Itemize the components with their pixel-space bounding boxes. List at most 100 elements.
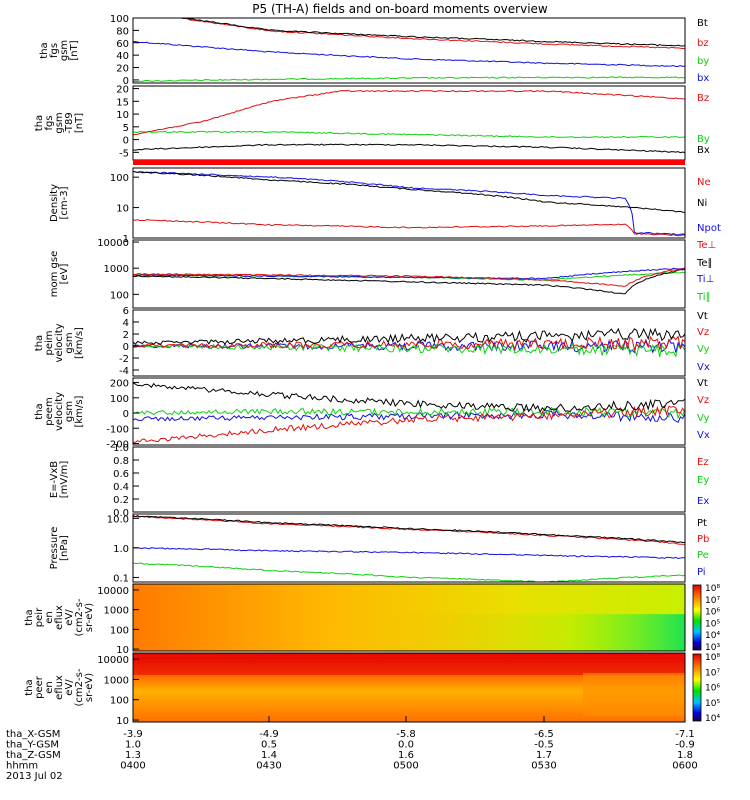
svg-text:gsm: gsm xyxy=(59,40,70,61)
svg-text:peem: peem xyxy=(44,397,55,425)
x-tick-label: -5.8 xyxy=(396,729,416,740)
series-line xyxy=(132,40,686,68)
colorbar-tick-label: 10⁶ xyxy=(705,684,720,694)
y-tick-label: 15 xyxy=(116,97,129,108)
legend-entry: Ey xyxy=(697,475,709,486)
legend-entry: Pb xyxy=(697,534,709,545)
colorbar-tick-label: 10⁵ xyxy=(705,619,720,629)
x-tick-label: 0530 xyxy=(531,761,556,772)
svg-text:eV/: eV/ xyxy=(64,679,75,696)
x-tick-label: 1.6 xyxy=(398,750,414,761)
series-line xyxy=(133,17,686,47)
legend-entry: Vx xyxy=(697,430,710,441)
y-axis-label: tha fgs gsm [nT] xyxy=(39,40,80,61)
legend-entry: Pe xyxy=(697,550,709,561)
series-line xyxy=(132,267,686,287)
colorbar-tick-label: 10⁵ xyxy=(705,699,720,709)
x-tick-label: -6.5 xyxy=(534,729,554,740)
legend-entry: by xyxy=(697,56,709,67)
y-tick-label: 1000 xyxy=(104,264,129,275)
x-tick-label: 0.5 xyxy=(261,740,277,751)
colorbar-tick-label: 10⁸ xyxy=(705,653,720,663)
y-tick-label: 6 xyxy=(123,306,129,317)
legend-entry: By xyxy=(697,134,710,145)
y-tick-label: 0.8 xyxy=(113,456,129,467)
x-tick-label: 0400 xyxy=(120,761,145,772)
svg-text:mom gse: mom gse xyxy=(49,251,60,298)
panel-frame xyxy=(132,583,686,652)
spectrogram-late-band xyxy=(583,673,685,716)
y-tick-label: -2 xyxy=(119,354,129,365)
panel-frame xyxy=(132,377,686,446)
y-axis-label: E=-VxB [mV/m] xyxy=(49,461,70,499)
legend-entry: Pt xyxy=(697,518,707,529)
y-tick-label: 1000 xyxy=(104,675,129,686)
y-tick-label: 100 xyxy=(110,14,129,25)
date-label: 2013 Jul 02 xyxy=(6,771,63,782)
series-line xyxy=(132,327,686,345)
y-tick-label: 100 xyxy=(110,625,129,636)
y-tick-label: 100 xyxy=(110,173,129,184)
y-tick-label: 10000 xyxy=(97,655,129,666)
svg-text:(cm2-s-: (cm2-s- xyxy=(74,668,85,706)
legend-entry: bx xyxy=(697,73,709,84)
legend-entry: Pi xyxy=(697,567,706,578)
svg-text:[nT]: [nT] xyxy=(69,40,80,60)
series-line xyxy=(133,17,686,50)
colorbar-tick-label: 10³ xyxy=(705,643,720,653)
x-row-label: tha_Z-GSM xyxy=(6,750,61,761)
svg-text:(cm2-s-: (cm2-s- xyxy=(74,598,85,636)
x-tick-label: 0430 xyxy=(256,761,281,772)
y-tick-label: 0 xyxy=(123,76,129,87)
series-line xyxy=(132,219,686,237)
y-tick-label: 5 xyxy=(123,123,129,134)
panel-7: 1.0 0.8 0.6 0.4 0.2 0.0 E=-VxB [mV/m] Ez Ey Ex xyxy=(49,443,709,519)
y-tick-label: 0 xyxy=(123,136,129,147)
x-row-label: tha_Y-GSM xyxy=(6,740,59,751)
svg-text:velocity: velocity xyxy=(54,323,65,362)
y-tick-label: -4 xyxy=(119,366,129,377)
svg-text:fgs: fgs xyxy=(49,43,60,58)
x-tick-label: 1.4 xyxy=(261,750,277,761)
svg-text:peim: peim xyxy=(44,330,55,355)
svg-text:en: en xyxy=(44,681,55,694)
y-tick-label: -100 xyxy=(106,424,129,435)
spectrogram-low-energy-band xyxy=(383,614,685,651)
y-tick-label: 0.6 xyxy=(113,469,129,480)
legend-entry: Te⊥ xyxy=(696,240,716,251)
x-tick-label: 0600 xyxy=(672,761,697,772)
svg-text:gsm: gsm xyxy=(64,401,75,422)
y-axis: 10000 1000 100 10 xyxy=(97,586,139,656)
y-tick-label: 1.0 xyxy=(113,443,129,454)
x-tick-label: 1.8 xyxy=(677,750,693,761)
panel-frame xyxy=(132,17,686,84)
svg-text:fgs: fgs xyxy=(44,115,55,130)
y-tick-label: 20 xyxy=(116,64,129,75)
x-row-label: hhmm xyxy=(6,761,38,772)
y-axis: 10000 1000 100 10 xyxy=(97,655,139,727)
x-tick-label: -0.9 xyxy=(675,740,695,751)
panel-frame xyxy=(132,239,686,309)
y-tick-label: 0.0 xyxy=(113,508,129,519)
y-tick-label: 10000 xyxy=(97,238,129,249)
series-line xyxy=(132,267,686,280)
y-axis-label: tha peer en eflux eV/(cm2-s-sr-eV) xyxy=(24,668,95,706)
svg-text:sr-eV): sr-eV) xyxy=(84,673,95,702)
svg-text:en: en xyxy=(44,611,55,624)
panel-10: 10⁸ 10⁷ 10⁶ 10⁵ 10⁴ 10000 1000 100 10 tha peer en ef… xyxy=(24,652,720,727)
legend-entry: Ez xyxy=(697,457,709,468)
y-axis: 100 10 1 xyxy=(110,173,139,245)
series-line xyxy=(132,143,686,154)
series-line xyxy=(132,562,686,583)
legend-entry: Ne xyxy=(697,177,711,188)
y-tick-label: 10.0 xyxy=(107,514,129,525)
y-tick-label: 20 xyxy=(116,85,129,96)
legend-entry: Vt xyxy=(697,378,708,389)
svg-text:eflux: eflux xyxy=(54,675,65,700)
svg-text:tha: tha xyxy=(34,403,45,419)
y-tick-label: 10 xyxy=(116,204,129,215)
